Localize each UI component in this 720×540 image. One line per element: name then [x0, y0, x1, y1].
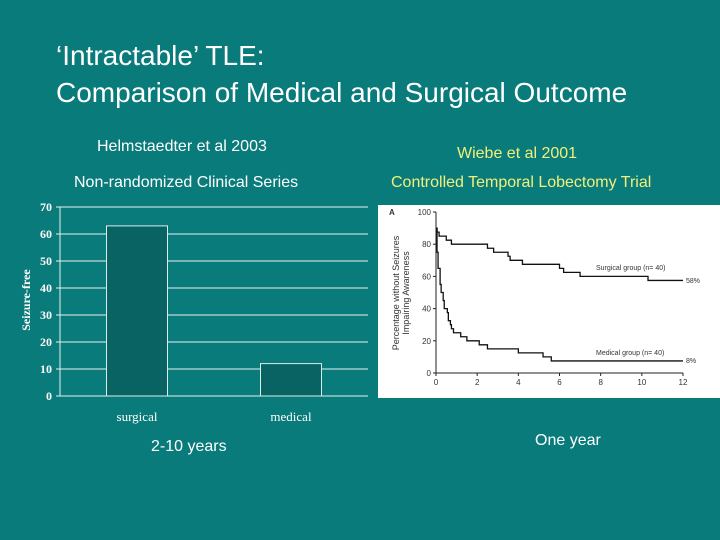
y-tick-label: 100	[418, 208, 432, 217]
chart-panel	[378, 205, 720, 398]
x-tick-label: 12	[679, 378, 688, 387]
y-tick-label: 50	[40, 254, 52, 268]
left-design: Non-randomized Clinical Series	[74, 174, 299, 191]
x-tick-label: 4	[516, 378, 521, 387]
right-source: Wiebe et al 2001	[457, 145, 578, 162]
y-tick-label: 60	[40, 227, 52, 241]
y-axis-label-line2: Impairing Awareness	[401, 251, 411, 335]
x-tick-label: 8	[598, 378, 603, 387]
x-tick-label: 0	[434, 378, 439, 387]
y-tick-label: 70	[40, 200, 52, 214]
series-label: Surgical group (n= 40)	[596, 265, 665, 272]
x-tick-label: 6	[557, 378, 562, 387]
series-end-label: 8%	[686, 358, 696, 365]
series-label: Medical group (n= 40)	[596, 350, 664, 357]
y-tick-label: 10	[40, 362, 52, 376]
y-tick-label: 40	[422, 305, 431, 314]
left-followup: 2-10 years	[151, 438, 227, 455]
slide-title-line2: Comparison of Medical and Surgical Outco…	[56, 77, 628, 108]
series-line-0	[436, 227, 683, 282]
bar-medical	[260, 363, 322, 397]
series-line-1	[436, 227, 683, 362]
x-tick-label: 10	[637, 378, 646, 387]
x-tick-label: surgical	[117, 409, 158, 424]
y-tick-label: 80	[422, 240, 431, 249]
series-end-label: 58%	[686, 278, 700, 285]
x-tick-label: medical	[270, 409, 312, 424]
y-tick-label: 30	[40, 308, 52, 322]
y-axis-label-line1: Percentage without Seizures	[391, 235, 401, 350]
right-design: Controlled Temporal Lobectomy Trial	[391, 174, 652, 191]
bar-surgical	[106, 225, 168, 397]
panel-label: A	[389, 208, 395, 217]
x-tick-label: 2	[475, 378, 480, 387]
y-tick-label: 40	[40, 281, 52, 295]
y-tick-label: 0	[427, 369, 432, 378]
y-tick-label: 0	[46, 389, 52, 403]
y-tick-label: 20	[422, 337, 431, 346]
y-tick-label: 60	[422, 272, 431, 281]
y-axis-label: Seizure-free	[19, 269, 33, 331]
slide-title-line1: ‘Intractable’ TLE:	[56, 40, 265, 71]
left-source: Helmstaedter et al 2003	[97, 138, 267, 155]
right-followup: One year	[535, 432, 601, 449]
y-tick-label: 20	[40, 335, 52, 349]
